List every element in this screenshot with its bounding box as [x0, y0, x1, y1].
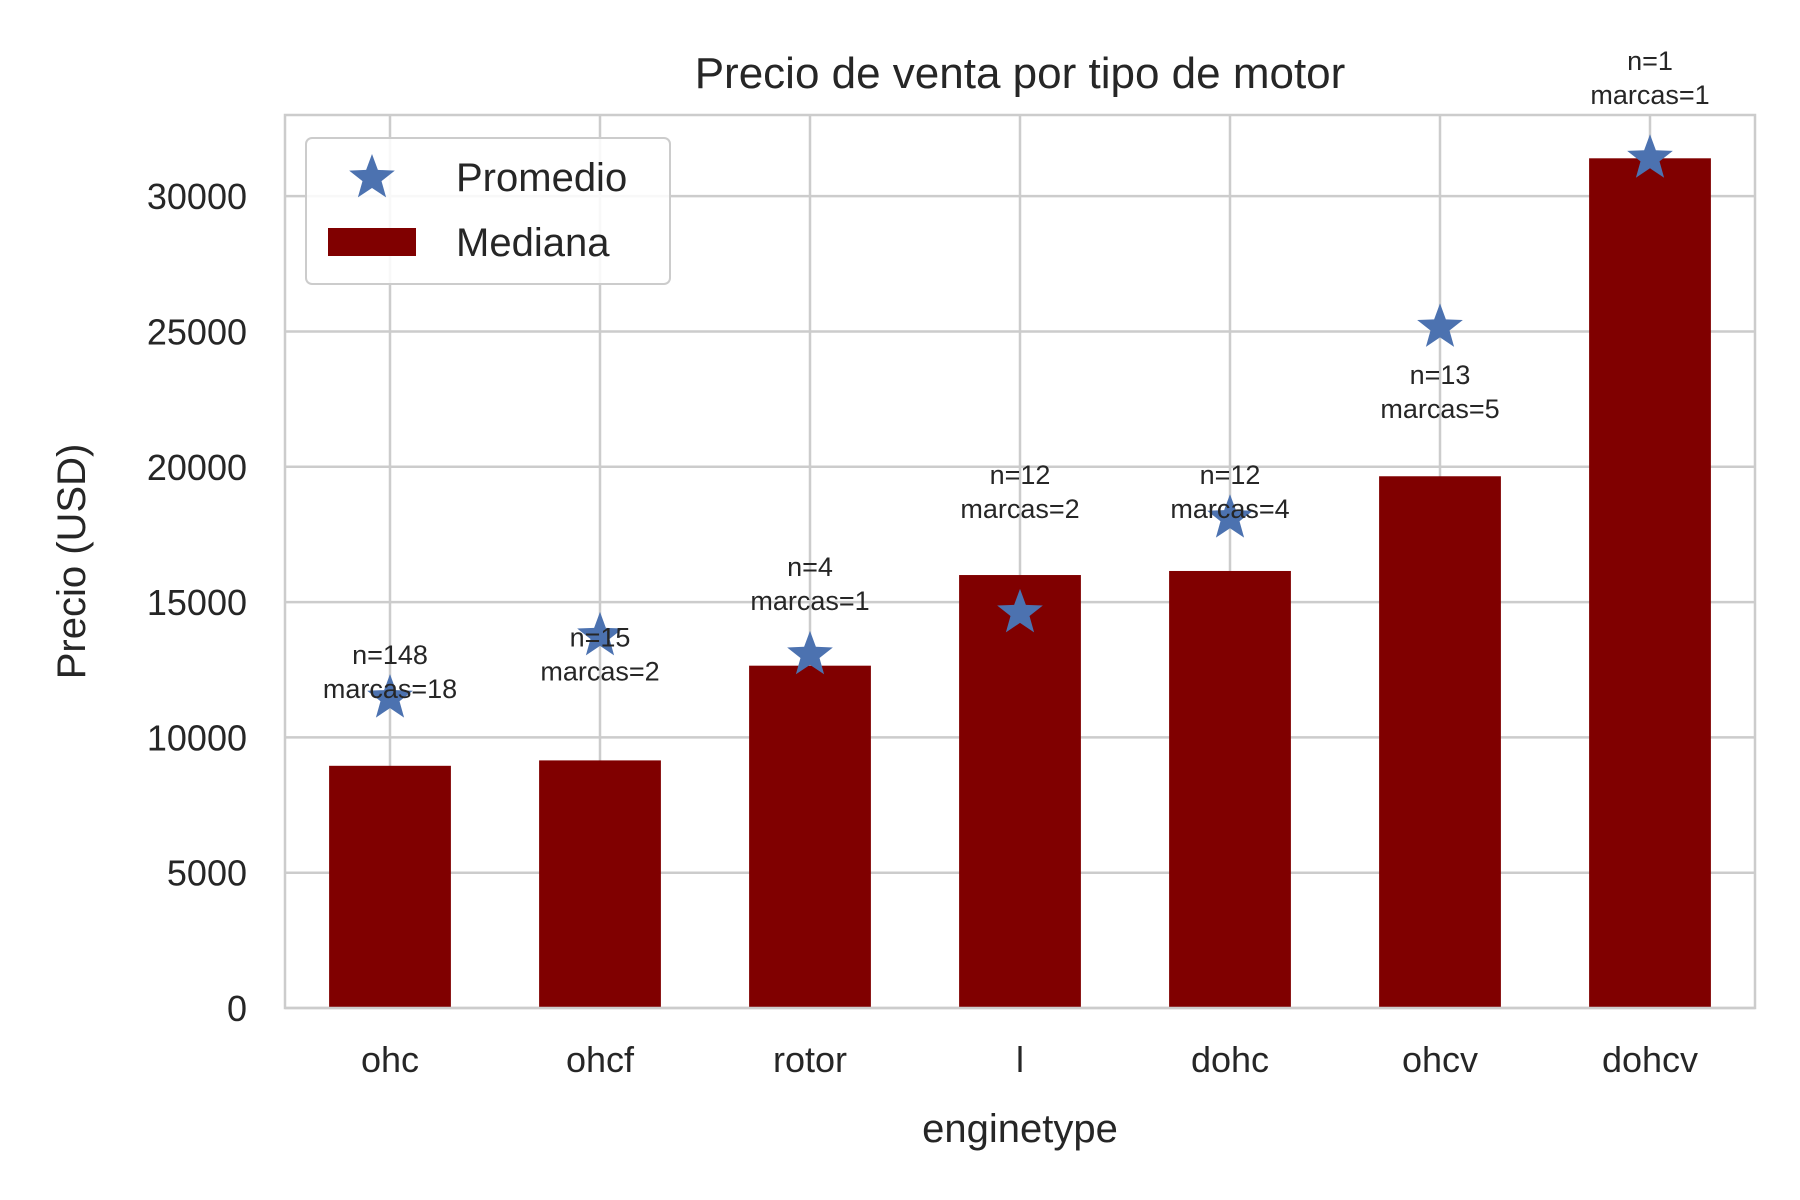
bar — [329, 765, 451, 1008]
legend: Promedio Mediana — [305, 137, 671, 285]
x-tick-label: ohc — [361, 1039, 419, 1080]
mean-star — [997, 588, 1043, 633]
y-tick-label: 10000 — [147, 717, 247, 758]
mean-star — [1207, 494, 1253, 538]
y-tick-label: 15000 — [147, 582, 247, 623]
x-tick-label: ohcv — [1402, 1039, 1478, 1080]
legend-bar-swatch — [328, 228, 416, 256]
annotation-n: n=12 — [1200, 460, 1261, 490]
y-tick-label: 0 — [227, 988, 247, 1029]
annotation-marcas: marcas=2 — [540, 657, 659, 687]
bar — [1169, 570, 1291, 1008]
annotation-n: n=4 — [787, 552, 833, 582]
annotation-marcas: marcas=5 — [1380, 394, 1499, 424]
x-tick-label: ohcf — [566, 1039, 635, 1080]
bar — [749, 665, 871, 1008]
x-tick-label: dohcv — [1602, 1039, 1698, 1080]
x-tick-labels: ohc ohcf rotor l dohc ohcv dohcv — [361, 1039, 1698, 1080]
mean-star — [577, 611, 623, 656]
x-tick-label: dohc — [1191, 1039, 1269, 1080]
y-axis-label: Precio (USD) — [50, 444, 94, 680]
x-tick-label: l — [1016, 1039, 1024, 1080]
annotation-marcas: marcas=4 — [1170, 494, 1289, 524]
bars — [329, 158, 1711, 1008]
y-tick-label: 25000 — [147, 311, 247, 352]
x-axis-label: enginetype — [922, 1107, 1118, 1151]
x-tick-label: rotor — [773, 1039, 847, 1080]
bar — [539, 760, 661, 1008]
legend-label-mediana: Mediana — [456, 221, 610, 265]
annotation-marcas: marcas=2 — [960, 494, 1079, 524]
annotation-n: n=15 — [570, 623, 631, 653]
annotation-n: n=13 — [1410, 360, 1471, 390]
annotation-marcas: marcas=1 — [750, 586, 869, 616]
y-tick-label: 30000 — [147, 176, 247, 217]
mean-star — [1627, 134, 1673, 178]
bar — [1589, 158, 1711, 1008]
bar — [959, 575, 1081, 1008]
annotation-marcas: marcas=1 — [1590, 80, 1709, 110]
y-tick-label: 5000 — [167, 853, 247, 894]
legend-star-icon — [349, 154, 395, 198]
annotation-n: n=12 — [990, 460, 1051, 490]
annotations: n=148 marcas=18 n=15 marcas=2 n=4 marcas=1 n=1… — [323, 46, 1710, 704]
mean-star — [1417, 303, 1463, 347]
annotation-n: n=148 — [352, 640, 428, 670]
annotation-n: n=1 — [1627, 46, 1673, 76]
mean-star — [367, 674, 413, 718]
y-tick-labels: 0 5000 10000 15000 20000 25000 30000 — [147, 176, 247, 1029]
plot-frame — [283, 113, 1757, 1010]
mean-star — [787, 630, 833, 675]
y-tick-label: 20000 — [147, 447, 247, 488]
annotation-marcas: marcas=18 — [323, 674, 457, 704]
bar — [1379, 476, 1501, 1008]
chart-title: Precio de venta por tipo de motor — [695, 49, 1346, 98]
legend-label-promedio: Promedio — [456, 156, 627, 200]
mean-markers — [367, 134, 1673, 718]
